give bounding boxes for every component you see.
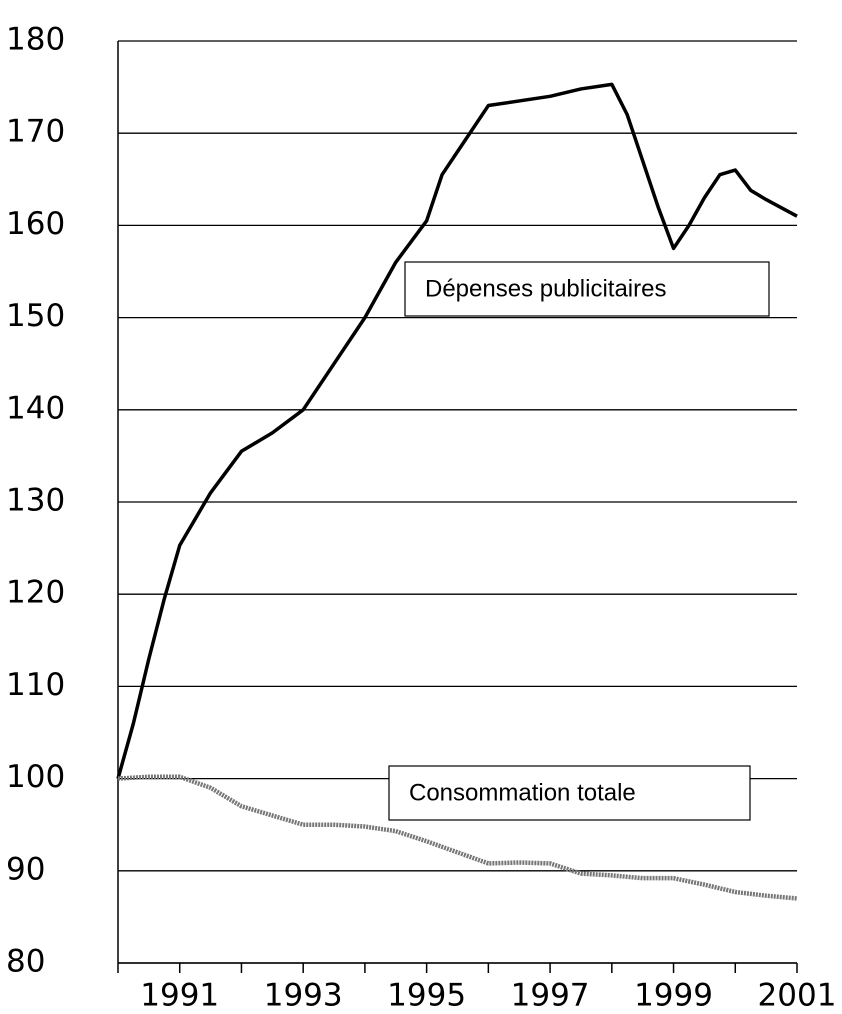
annotation-box <box>404 261 770 317</box>
series-line <box>116 82 798 780</box>
y-tick-label: 160 <box>6 206 65 242</box>
y-tick-label: 80 <box>6 944 45 980</box>
x-tick-label: 2001 <box>758 978 837 1014</box>
annotation-box <box>388 765 751 821</box>
y-tick-label: 180 <box>6 22 65 58</box>
annotation: Consommation totale <box>409 779 636 806</box>
y-tick-label: 130 <box>6 483 65 519</box>
y-tick-label: 170 <box>6 114 65 150</box>
series-line <box>117 774 798 901</box>
x-tick-label: 1993 <box>264 978 343 1014</box>
x-tick-label: 1997 <box>511 978 590 1014</box>
y-tick-label: 140 <box>6 390 65 426</box>
y-tick-label: 90 <box>6 851 45 887</box>
x-tick-label: 1999 <box>634 978 713 1014</box>
y-tick-label: 150 <box>6 298 65 334</box>
y-tick-label: 100 <box>6 759 65 795</box>
y-tick-label: 120 <box>6 575 65 611</box>
x-tick-label: 1991 <box>140 978 219 1014</box>
x-tick-label: 1995 <box>387 978 466 1014</box>
y-tick-label: 110 <box>6 667 65 703</box>
annotation: Dépenses publicitaires <box>425 275 666 302</box>
